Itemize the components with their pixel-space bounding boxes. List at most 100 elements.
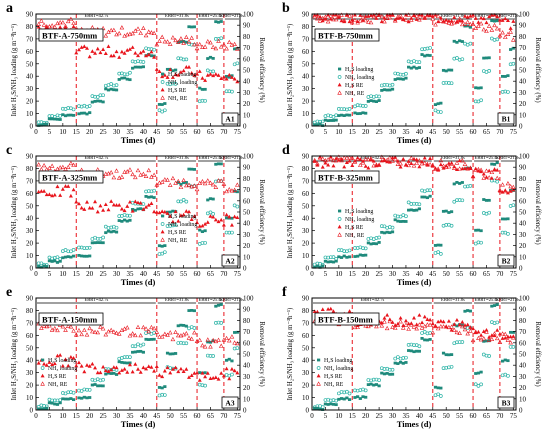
h2s-loading-point xyxy=(345,255,349,259)
nh3-re-point xyxy=(438,18,444,23)
nh3-re-point xyxy=(438,158,444,163)
h2s-re-point xyxy=(122,366,127,371)
nh3-loading-point xyxy=(468,41,473,46)
x-tick-label: 55 xyxy=(180,270,188,278)
legend-label: NH₃ RE xyxy=(345,91,365,97)
h2s-re-point xyxy=(125,48,130,52)
h2s-loading-point xyxy=(149,195,154,199)
legend-marker-h2s-re xyxy=(337,82,342,87)
h2s-loading-point xyxy=(157,386,162,389)
nh3-re-point xyxy=(331,157,336,163)
nh3-re-point xyxy=(200,179,205,184)
h2s-re-point xyxy=(130,209,135,213)
nh3-re-point xyxy=(374,324,379,329)
y-right-tick-label: 60 xyxy=(519,339,527,347)
nh3-re-point xyxy=(154,329,160,334)
panel-letter: c xyxy=(6,143,12,158)
nh3-re-point xyxy=(47,24,52,29)
nh3-loading-point xyxy=(382,224,387,229)
h2s-re-point xyxy=(326,307,331,311)
h2s-re-point xyxy=(103,368,108,373)
h2s-re-point xyxy=(208,72,213,76)
h2s-re-point xyxy=(428,12,433,17)
h2s-loading-point xyxy=(396,219,400,223)
h2s-loading-point xyxy=(192,309,196,313)
h2s-re-point xyxy=(347,158,352,163)
nh3-re-point xyxy=(508,29,513,34)
x-tick-label: 70 xyxy=(496,270,504,278)
h2s-re-point xyxy=(412,12,416,17)
h2s-re-point xyxy=(457,158,462,163)
h2s-loading-point xyxy=(390,87,395,91)
h2s-re-point xyxy=(358,157,363,161)
nh3-loading-point xyxy=(87,104,92,108)
h2s-loading-point xyxy=(160,244,164,248)
y-left-tick-label: 90 xyxy=(26,153,34,161)
y-left-tick-label: 10 xyxy=(302,252,310,260)
h2s-re-point xyxy=(323,160,328,165)
y-left-axis-title: Inlet H₂S/NH₃ loading (g m⁻³h⁻¹) xyxy=(287,166,294,259)
y-right-axis-title: Removal efficiency (%) xyxy=(258,179,265,244)
chart-panel-a: a EBRT=42.7s EBRT=31.8s EBRT=25.4sEBRT=21.8… xyxy=(6,1,265,145)
nh3-re-point xyxy=(165,39,170,44)
phase-label: EBRT=25.4s xyxy=(475,13,499,18)
nh3-re-point xyxy=(119,25,125,30)
nh3-re-point xyxy=(387,155,393,160)
nh3-loading-point xyxy=(162,108,167,113)
h2s-loading-point xyxy=(444,353,448,357)
h2s-loading-point xyxy=(490,19,494,23)
x-tick-label: 40 xyxy=(416,128,424,136)
h2s-loading-point xyxy=(192,25,196,29)
h2s-re-point xyxy=(390,320,395,324)
h2s-loading-point xyxy=(184,40,188,44)
y-left-tick-label: 40 xyxy=(26,215,34,223)
x-tick-label: 0 xyxy=(34,270,38,278)
h2s-re-point xyxy=(465,15,470,19)
nh3-loading-point xyxy=(101,235,105,240)
h2s-re-point xyxy=(473,16,478,20)
h2s-loading-point xyxy=(157,244,162,248)
y-right-tick-label: 80 xyxy=(519,317,527,325)
nh3-re-point xyxy=(489,169,495,175)
nh3-re-point xyxy=(127,167,133,172)
h2s-re-point xyxy=(503,188,508,192)
nh3-re-point xyxy=(465,331,470,336)
nh3-re-point xyxy=(208,40,213,45)
h2s-re-point xyxy=(55,184,60,189)
nh3-re-point xyxy=(103,33,109,38)
h2s-loading-point xyxy=(233,331,237,334)
y-right-tick-label: 0 xyxy=(243,407,247,415)
h2s-re-point xyxy=(203,78,208,82)
h2s-loading-point xyxy=(492,19,497,23)
h2s-re-point xyxy=(449,160,454,165)
nh3-re-point xyxy=(406,12,411,17)
h2s-re-point xyxy=(315,12,320,17)
nh3-re-point xyxy=(505,337,511,342)
h2s-loading-point xyxy=(484,339,489,343)
h2s-re-point xyxy=(444,17,449,22)
h2s-loading-point xyxy=(409,349,413,353)
h2s-loading-point xyxy=(503,217,507,221)
h2s-loading-point xyxy=(433,385,438,389)
h2s-re-point xyxy=(318,154,323,159)
h2s-re-point xyxy=(101,47,106,51)
h2s-loading-point xyxy=(173,352,178,355)
h2s-loading-point xyxy=(425,338,430,342)
nh3-re-point xyxy=(446,164,452,169)
nh3-re-point xyxy=(213,184,219,189)
y-right-tick-label: 50 xyxy=(243,67,251,75)
panel-letter: b xyxy=(282,1,290,16)
h2s-re-point xyxy=(471,326,476,331)
h2s-loading-point xyxy=(88,396,92,399)
nh3-re-point xyxy=(68,160,74,166)
h2s-re-point xyxy=(85,46,89,50)
h2s-loading-point xyxy=(487,56,491,60)
nh3-re-point xyxy=(108,327,114,332)
h2s-re-point xyxy=(187,209,191,214)
h2s-loading-point xyxy=(358,253,362,257)
nh3-re-point xyxy=(189,35,194,40)
nh3-re-point xyxy=(235,46,240,51)
h2s-loading-point xyxy=(374,100,379,104)
h2s-loading-point xyxy=(45,406,49,410)
h2s-re-point xyxy=(216,73,221,77)
